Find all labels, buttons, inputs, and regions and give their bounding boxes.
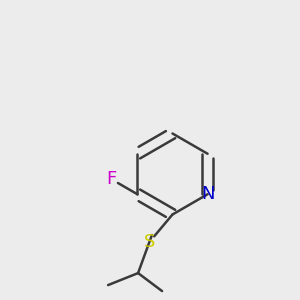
Text: S: S <box>144 233 155 251</box>
Text: N: N <box>201 185 214 203</box>
Text: F: F <box>106 170 117 188</box>
